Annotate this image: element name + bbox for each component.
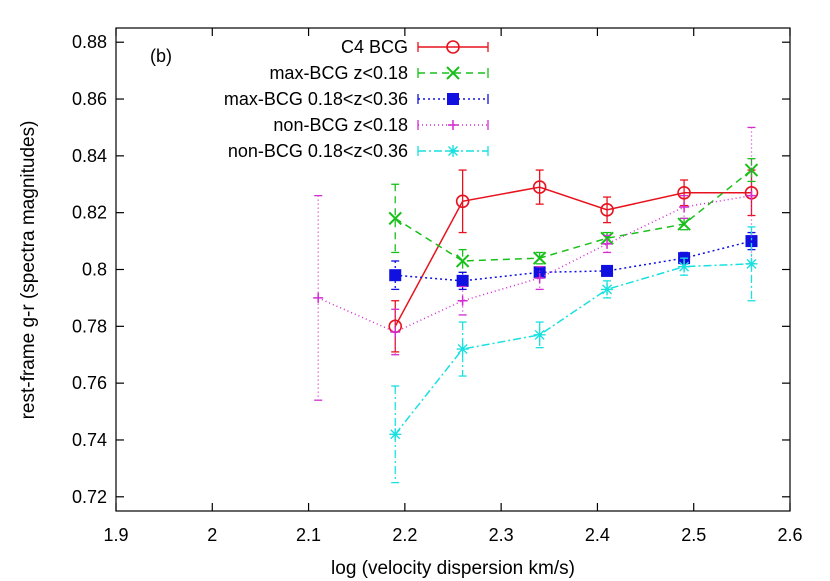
data-point: [600, 231, 614, 245]
data-point: [534, 273, 545, 284]
data-point: [389, 428, 402, 441]
x-tick-label: 2.5: [681, 525, 706, 545]
data-point: [455, 194, 470, 209]
data-point: [456, 274, 469, 287]
data-point: [600, 203, 614, 217]
panel-label: (b): [150, 46, 172, 66]
data-point: [745, 257, 758, 270]
data-point: [532, 180, 547, 194]
data-point: [602, 238, 613, 249]
series-line: [395, 240, 752, 282]
y-tick-label: 0.82: [72, 203, 107, 223]
y-tick-label: 0.88: [72, 32, 107, 52]
legend-marker: [447, 145, 459, 157]
series-line: [394, 186, 752, 327]
data-point: [456, 343, 469, 356]
x-tick-label: 2.4: [585, 525, 610, 545]
data-point: [388, 211, 402, 226]
series-0: [388, 169, 759, 353]
data-point: [678, 260, 691, 273]
data-point: [744, 163, 759, 177]
series-line: [394, 263, 752, 435]
legend-label: max-BCG 0.18<z<0.36: [224, 89, 408, 109]
series-1: [388, 158, 759, 273]
series-line: [394, 169, 752, 262]
data-point: [313, 292, 324, 303]
ticks-layer: 1.9 2 2.1 2.2 2.3 2.4 2.5 2.6 0.72 0.74 0.76 0.78 0.…: [72, 28, 803, 545]
data-point: [533, 328, 546, 341]
legend-label: max-BCG z<0.18: [269, 63, 408, 83]
series-4: [389, 226, 758, 484]
y-tick-label: 0.8: [82, 260, 107, 280]
legend-label: C4 BCG: [341, 37, 408, 57]
legend: C4 BCG max-BCG z<0.18 max-BCG 0.18<z<0.36 n…: [224, 37, 489, 161]
y-tick-label: 0.86: [72, 89, 107, 109]
data-point: [455, 254, 470, 268]
data-point: [679, 201, 690, 212]
series-layer: [313, 126, 759, 484]
y-tick-label: 0.72: [72, 487, 107, 507]
y-tick-label: 0.78: [72, 316, 107, 336]
x-axis-title: log (velocity dispersion km/s): [331, 558, 575, 579]
data-point: [677, 217, 691, 231]
data-point: [390, 327, 401, 338]
legend-marker: [448, 120, 458, 130]
legend-label: non-BCG 0.18<z<0.36: [228, 141, 408, 161]
data-point: [601, 283, 614, 296]
x-tick-label: 2: [207, 525, 217, 545]
legend-label: non-BCG z<0.18: [273, 115, 408, 135]
legend-marker: [446, 66, 460, 80]
plot-frame: [115, 27, 791, 512]
y-tick-label: 0.76: [72, 373, 107, 393]
data-point: [746, 190, 757, 201]
series-3: [313, 126, 757, 401]
data-point: [532, 251, 547, 265]
data-point: [601, 264, 614, 277]
legend-marker: [447, 93, 459, 105]
data-point: [677, 185, 691, 200]
y-tick-label: 0.84: [72, 146, 107, 166]
x-tick-label: 2.6: [777, 525, 802, 545]
x-tick-label: 2.1: [296, 525, 321, 545]
y-axis-title: rest-frame g-r (spectra magnitudes): [18, 121, 39, 420]
x-tick-label: 1.9: [103, 525, 128, 545]
data-point: [389, 269, 402, 282]
legend-marker: [446, 40, 460, 54]
data-point: [457, 295, 468, 306]
x-tick-label: 2.3: [489, 525, 514, 545]
y-tick-label: 0.74: [72, 430, 107, 450]
x-tick-label: 2.2: [392, 525, 417, 545]
